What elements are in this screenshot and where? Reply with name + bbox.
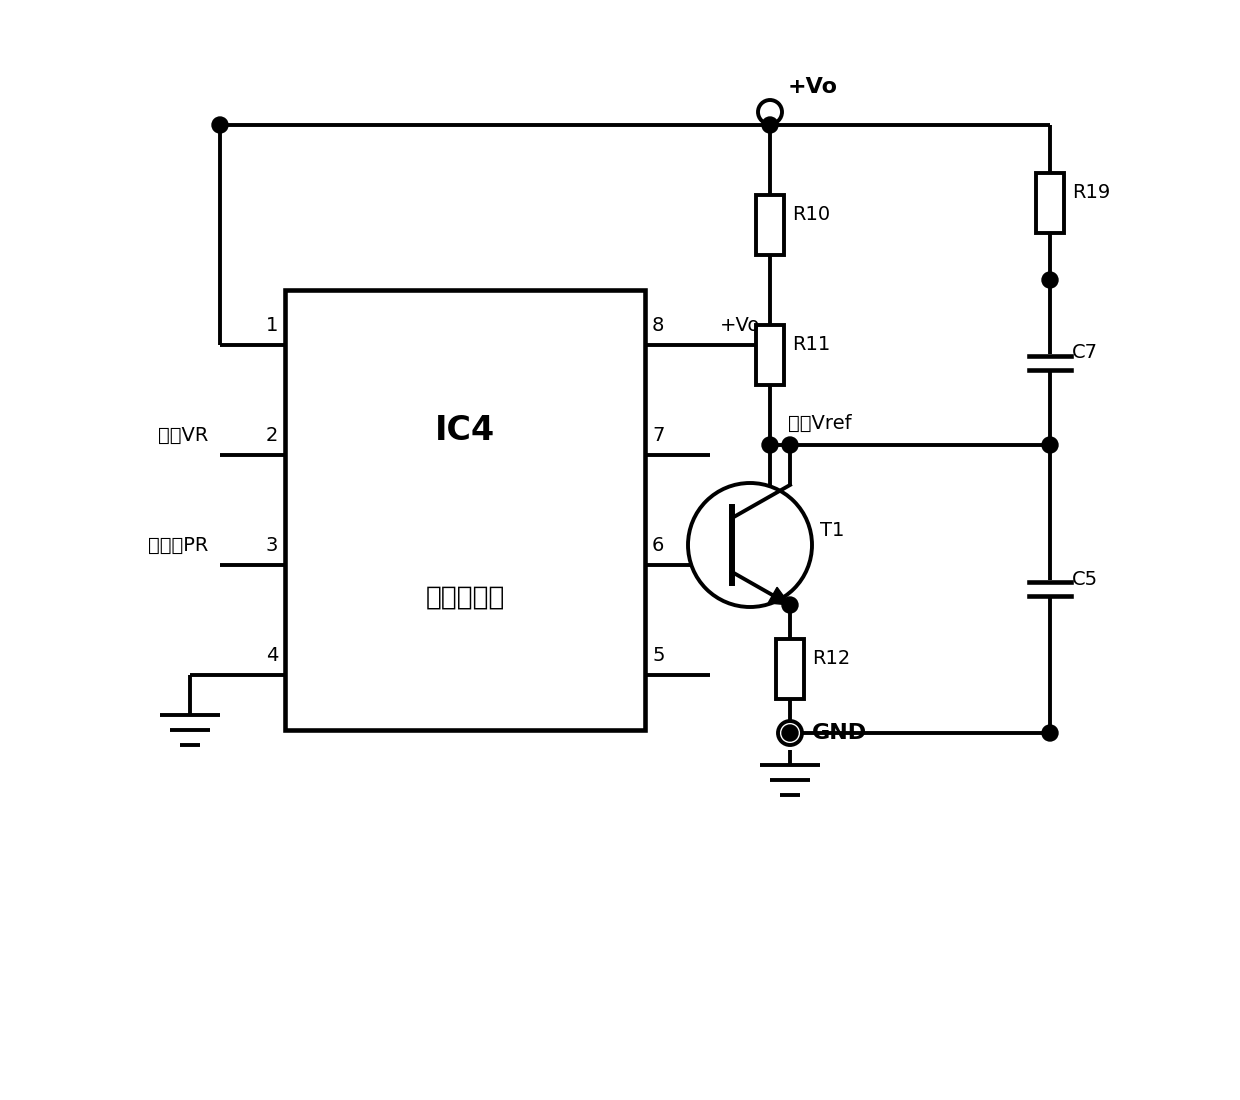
Text: 均流端PR: 均流端PR <box>148 536 208 556</box>
Circle shape <box>777 720 802 745</box>
Circle shape <box>782 597 799 613</box>
Circle shape <box>758 100 782 124</box>
Text: T1: T1 <box>820 520 844 539</box>
Text: IC4: IC4 <box>435 415 495 448</box>
Circle shape <box>763 437 777 453</box>
Text: 7: 7 <box>652 426 665 446</box>
Text: 3: 3 <box>265 536 278 556</box>
Bar <box>756 324 784 385</box>
Text: 运算放大器: 运算放大器 <box>425 585 505 611</box>
Bar <box>1035 173 1064 232</box>
Text: 6: 6 <box>652 536 665 556</box>
Circle shape <box>763 117 777 133</box>
Text: 5: 5 <box>652 646 665 666</box>
Text: R11: R11 <box>792 336 831 354</box>
Circle shape <box>688 483 812 607</box>
Text: R12: R12 <box>812 649 851 669</box>
Bar <box>285 290 645 730</box>
Text: 8: 8 <box>652 316 665 336</box>
Text: 采样VR: 采样VR <box>157 426 208 446</box>
Text: R10: R10 <box>792 206 830 224</box>
Text: 2: 2 <box>265 426 278 446</box>
Circle shape <box>1042 272 1058 288</box>
Text: R19: R19 <box>1073 183 1110 202</box>
Text: 4: 4 <box>265 646 278 666</box>
Text: GND: GND <box>812 723 867 743</box>
Text: 基准Vref: 基准Vref <box>787 414 852 433</box>
Text: C7: C7 <box>1073 343 1097 362</box>
Bar <box>756 195 784 255</box>
Text: +Vo: +Vo <box>787 77 838 97</box>
Text: +Vo: +Vo <box>720 316 760 336</box>
Circle shape <box>1042 725 1058 741</box>
Circle shape <box>1042 437 1058 453</box>
Polygon shape <box>768 587 790 605</box>
Text: C5: C5 <box>1073 570 1099 589</box>
Circle shape <box>212 117 228 133</box>
Circle shape <box>782 437 799 453</box>
Bar <box>776 639 804 698</box>
Text: 1: 1 <box>265 316 278 336</box>
Circle shape <box>782 725 799 741</box>
